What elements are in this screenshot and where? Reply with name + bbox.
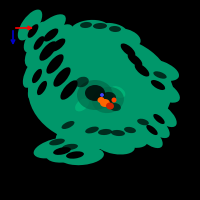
Ellipse shape [109, 103, 121, 111]
Ellipse shape [55, 100, 75, 120]
Ellipse shape [33, 76, 57, 112]
Ellipse shape [75, 77, 89, 87]
Ellipse shape [28, 64, 52, 100]
Ellipse shape [50, 47, 166, 143]
Ellipse shape [133, 122, 163, 148]
Ellipse shape [153, 114, 165, 124]
Circle shape [112, 98, 116, 102]
Ellipse shape [100, 99, 110, 107]
Ellipse shape [53, 74, 93, 120]
Ellipse shape [109, 112, 131, 128]
Ellipse shape [37, 81, 47, 95]
Ellipse shape [98, 129, 112, 135]
Ellipse shape [141, 59, 179, 81]
Ellipse shape [140, 112, 170, 138]
Ellipse shape [114, 39, 150, 71]
Ellipse shape [35, 35, 155, 135]
Ellipse shape [93, 23, 107, 29]
Ellipse shape [28, 35, 172, 145]
Ellipse shape [85, 85, 105, 101]
Ellipse shape [95, 135, 135, 155]
Ellipse shape [98, 97, 104, 103]
Ellipse shape [124, 127, 136, 133]
Ellipse shape [39, 48, 79, 94]
Ellipse shape [32, 35, 72, 81]
Ellipse shape [28, 24, 38, 38]
Ellipse shape [77, 80, 113, 110]
Ellipse shape [107, 29, 143, 61]
Ellipse shape [124, 103, 146, 121]
Ellipse shape [53, 147, 71, 155]
Ellipse shape [109, 26, 121, 32]
Ellipse shape [34, 138, 76, 158]
Ellipse shape [46, 143, 90, 163]
Ellipse shape [100, 92, 116, 104]
Ellipse shape [111, 130, 125, 136]
Ellipse shape [151, 80, 165, 90]
Ellipse shape [60, 80, 78, 100]
Ellipse shape [153, 71, 167, 79]
Ellipse shape [144, 77, 180, 103]
Ellipse shape [46, 54, 64, 74]
Ellipse shape [30, 34, 54, 64]
Ellipse shape [112, 128, 148, 148]
Ellipse shape [109, 28, 141, 48]
Ellipse shape [91, 70, 109, 80]
Ellipse shape [60, 147, 104, 165]
Ellipse shape [66, 151, 84, 159]
Ellipse shape [85, 127, 99, 133]
Ellipse shape [56, 120, 88, 144]
Ellipse shape [46, 61, 86, 107]
Ellipse shape [92, 87, 124, 113]
Ellipse shape [59, 28, 91, 48]
Ellipse shape [146, 125, 158, 135]
Ellipse shape [80, 22, 92, 28]
Ellipse shape [92, 23, 128, 43]
Circle shape [101, 94, 103, 96]
Ellipse shape [44, 34, 80, 66]
Ellipse shape [49, 139, 65, 145]
Ellipse shape [135, 63, 149, 77]
Ellipse shape [62, 144, 78, 150]
Ellipse shape [24, 22, 48, 52]
Ellipse shape [70, 20, 110, 40]
Ellipse shape [44, 28, 58, 42]
Ellipse shape [147, 101, 177, 127]
Ellipse shape [128, 53, 142, 67]
Ellipse shape [106, 102, 114, 110]
Ellipse shape [82, 131, 118, 149]
Ellipse shape [30, 14, 66, 46]
Ellipse shape [62, 121, 74, 129]
Ellipse shape [32, 69, 42, 83]
Ellipse shape [111, 86, 125, 98]
Ellipse shape [51, 38, 65, 52]
Ellipse shape [121, 43, 135, 57]
Ellipse shape [128, 121, 158, 139]
Ellipse shape [128, 59, 164, 91]
Ellipse shape [23, 52, 47, 88]
Ellipse shape [25, 22, 65, 68]
Ellipse shape [39, 41, 57, 61]
Ellipse shape [75, 99, 89, 111]
Ellipse shape [67, 106, 89, 124]
Ellipse shape [121, 49, 157, 81]
Ellipse shape [34, 36, 44, 50]
Ellipse shape [68, 128, 102, 148]
Ellipse shape [53, 67, 71, 87]
Ellipse shape [18, 10, 42, 40]
Ellipse shape [137, 67, 173, 93]
Ellipse shape [137, 119, 149, 125]
Ellipse shape [37, 24, 73, 56]
